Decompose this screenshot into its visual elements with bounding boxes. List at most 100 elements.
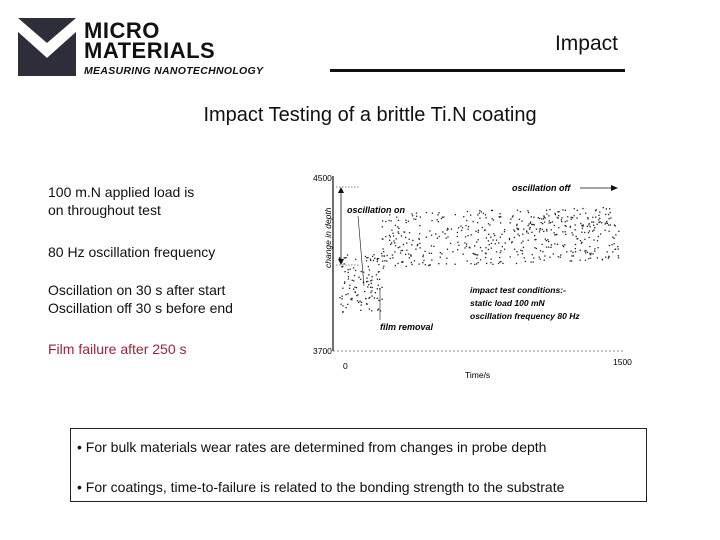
data-point [588, 224, 590, 226]
data-point [501, 246, 503, 248]
data-point [365, 298, 367, 300]
data-point [363, 271, 365, 273]
data-point [543, 259, 545, 261]
data-point [419, 233, 421, 235]
data-point [352, 267, 355, 269]
data-point [500, 250, 502, 252]
data-point [602, 207, 604, 209]
data-point [588, 257, 590, 260]
data-point [424, 250, 426, 252]
data-point [422, 254, 424, 256]
data-point [385, 220, 387, 223]
data-point [388, 219, 390, 222]
data-point [605, 208, 607, 210]
data-point [407, 220, 410, 222]
data-point [530, 221, 532, 223]
data-point [351, 279, 353, 281]
data-point [605, 213, 607, 216]
data-point [485, 256, 487, 259]
data-point [529, 222, 532, 224]
data-point [402, 243, 405, 246]
data-point [411, 263, 413, 266]
data-point [588, 236, 590, 239]
data-point [570, 260, 573, 262]
data-point [494, 234, 496, 237]
data-point [550, 244, 553, 246]
data-point [465, 245, 468, 247]
note-osc-off: Oscillation off 30 s before end [48, 300, 233, 316]
data-point [539, 217, 541, 220]
data-point [482, 212, 485, 214]
data-point [408, 253, 410, 255]
data-point [379, 278, 381, 280]
data-point [410, 261, 412, 264]
data-point [520, 249, 522, 251]
data-point [489, 224, 491, 226]
data-point [582, 225, 584, 227]
data-point [425, 211, 428, 214]
data-point [381, 238, 383, 240]
data-point [410, 255, 412, 257]
data-point [609, 224, 611, 226]
data-point [417, 243, 419, 246]
data-point [389, 239, 391, 241]
data-point [378, 263, 380, 266]
data-point [588, 223, 590, 225]
data-point [519, 211, 522, 213]
data-point [462, 253, 464, 255]
data-point [466, 219, 468, 222]
data-point [484, 252, 487, 254]
data-point [542, 251, 544, 253]
data-point [581, 231, 583, 233]
data-point [349, 284, 351, 286]
data-point [530, 216, 532, 218]
data-point [598, 221, 600, 224]
data-point [604, 229, 606, 231]
data-point [408, 257, 410, 259]
data-point [517, 254, 519, 256]
data-point [608, 255, 610, 257]
data-point [382, 260, 384, 262]
data-point [345, 257, 347, 259]
data-point [517, 233, 519, 235]
data-point [504, 242, 506, 244]
data-point [546, 213, 548, 215]
data-point [470, 214, 472, 216]
data-point [490, 209, 493, 212]
data-point [524, 260, 526, 263]
data-point [347, 268, 349, 271]
data-point [596, 257, 598, 259]
data-point [556, 216, 558, 219]
data-point [431, 212, 434, 214]
data-point [594, 248, 596, 250]
note-load-line1: 100 m.N applied load is [48, 184, 195, 200]
data-point [609, 211, 611, 214]
data-point [562, 231, 564, 233]
data-point [599, 221, 601, 223]
data-point [443, 216, 445, 218]
data-point [521, 220, 523, 222]
data-point [592, 253, 594, 255]
data-point [490, 262, 492, 264]
data-point [466, 260, 468, 262]
data-point [567, 216, 569, 218]
data-point [454, 214, 456, 216]
data-point [349, 268, 351, 270]
data-point [467, 228, 469, 230]
annotation-conditions-load: static load 100 mN [470, 298, 546, 308]
data-point [446, 257, 448, 259]
data-point [440, 217, 443, 220]
data-point [368, 297, 370, 299]
osc-on-pointer [357, 215, 365, 287]
data-point [605, 256, 607, 258]
annotation-osc-on: oscillation on [347, 205, 406, 215]
data-point [590, 252, 592, 254]
data-point [392, 232, 394, 234]
data-point [457, 249, 459, 251]
data-point [442, 231, 444, 233]
data-point [379, 310, 382, 312]
data-point [382, 267, 384, 269]
data-point [534, 239, 536, 241]
data-point [501, 233, 503, 235]
data-point [495, 239, 498, 241]
